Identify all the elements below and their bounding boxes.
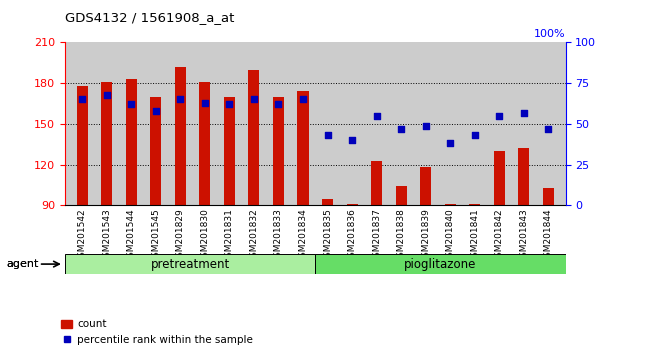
Bar (65, 254, 315, 274)
Point (224, 102, 235, 107)
Text: 100%: 100% (534, 29, 566, 39)
Bar (469, 204, 480, 205)
Bar (396, 186, 407, 205)
Text: pioglitazone: pioglitazone (404, 258, 476, 270)
Point (396, 126, 406, 132)
Point (249, 97, 259, 102)
Bar (420, 167, 431, 205)
Point (322, 132, 333, 138)
Point (371, 113, 382, 119)
Bar (371, 161, 382, 205)
Bar (77, 86, 88, 205)
Point (469, 132, 480, 138)
Point (200, 100, 210, 105)
Point (151, 108, 161, 114)
Point (347, 137, 358, 143)
Point (543, 126, 554, 132)
Bar (518, 148, 529, 205)
Bar (494, 151, 505, 205)
Text: pretreatment: pretreatment (151, 258, 229, 270)
Point (126, 102, 136, 107)
Bar (322, 199, 333, 205)
Bar (150, 97, 161, 205)
Text: agent: agent (6, 259, 39, 269)
Bar (248, 70, 259, 205)
Bar (445, 204, 456, 205)
Legend: count, percentile rank within the sample: count, percentile rank within the sample (57, 315, 257, 349)
Point (519, 110, 529, 115)
Point (175, 97, 185, 102)
Bar (346, 204, 358, 205)
Bar (298, 91, 309, 205)
Bar (200, 82, 211, 205)
Bar (125, 79, 136, 205)
Point (421, 123, 431, 129)
Bar (315, 254, 566, 274)
Point (298, 97, 308, 102)
Text: agent: agent (6, 259, 39, 269)
Text: GDS4132 / 1561908_a_at: GDS4132 / 1561908_a_at (65, 11, 235, 24)
Bar (175, 67, 186, 205)
Point (445, 141, 456, 146)
Bar (101, 82, 112, 205)
Point (77, 97, 87, 102)
Bar (224, 97, 235, 205)
Bar (543, 188, 554, 205)
Point (494, 113, 504, 119)
Point (273, 102, 283, 107)
Bar (273, 97, 284, 205)
Point (101, 92, 112, 97)
